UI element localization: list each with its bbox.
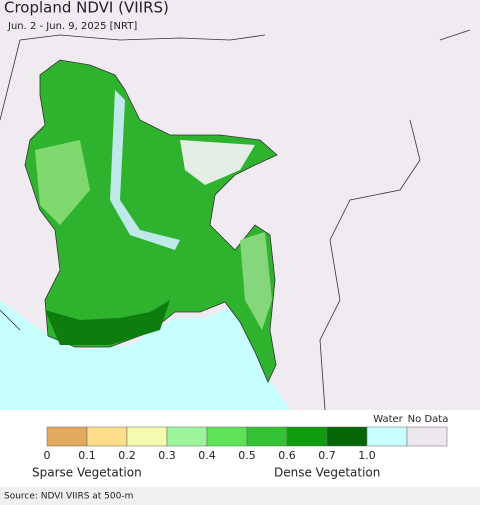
vegetation-patch: [240, 232, 272, 330]
title: Cropland NDVI (VIIRS): [4, 0, 169, 17]
dense-label: Dense Vegetation: [274, 466, 380, 480]
sparse-label: Sparse Vegetation: [32, 466, 142, 480]
country-area: [24, 59, 278, 383]
legend-tick-label: 0.1: [78, 449, 96, 462]
border-line: [0, 29, 471, 411]
legend-swatch: [46, 426, 88, 447]
legend-tick-label: 1.0: [358, 449, 376, 462]
legend-tick-label: 0: [44, 449, 51, 462]
mangrove-area: [45, 300, 170, 345]
legend-swatch: [206, 426, 248, 447]
source: Source: NDVI VIIRS at 500-m: [4, 492, 133, 502]
legend-swatch: [246, 426, 288, 447]
legend-tick-label: 0.4: [198, 449, 216, 462]
vegetation-patch: [35, 140, 90, 225]
legend: Water No Data Sparse Vegetation Dense Ve…: [32, 414, 448, 480]
subtitle: Jun. 2 - Jun. 9, 2025 [NRT]: [7, 21, 137, 32]
map: [0, 0, 480, 411]
water-label: Water: [373, 414, 403, 425]
legend-swatch: [86, 426, 128, 447]
legend-tick-label: 0.3: [158, 449, 176, 462]
no-data-patch: [180, 140, 255, 185]
legend-swatch: [166, 426, 208, 447]
legend-tick-label: 0.6: [278, 449, 296, 462]
no-data-label: No Data: [408, 414, 449, 425]
legend-swatch: [286, 426, 328, 447]
sea: [0, 300, 290, 410]
legend-swatch: [326, 426, 368, 447]
legend-swatch: [126, 426, 168, 447]
legend-swatch: [366, 426, 408, 447]
legend-tick-label: 0.7: [318, 449, 336, 462]
river: [110, 90, 180, 250]
footer: [0, 487, 480, 505]
legend-tick-label: 0.5: [238, 449, 256, 462]
legend-swatch: [406, 426, 448, 447]
legend-tick-label: 0.2: [118, 449, 136, 462]
